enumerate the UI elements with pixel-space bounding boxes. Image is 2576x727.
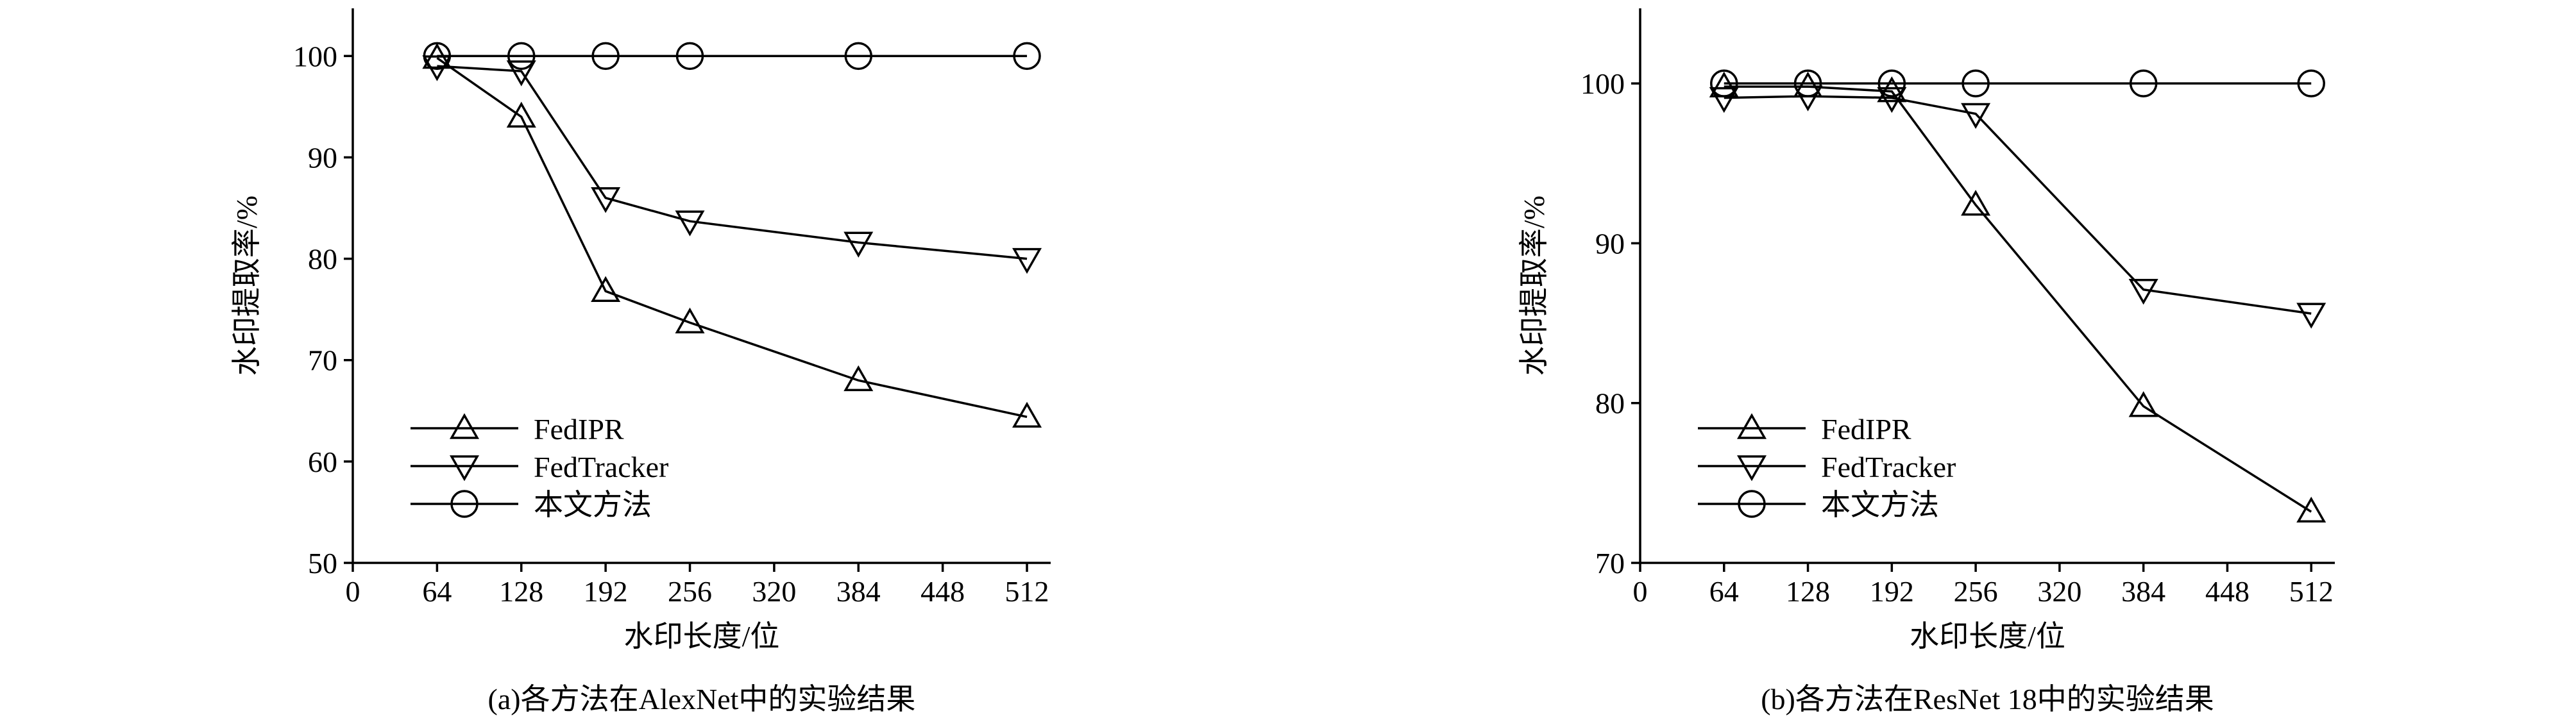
x-tick-label: 128 [1786, 575, 1830, 608]
marker-triangle-up [1877, 76, 1907, 103]
caption: (b)各方法在ResNet 18中的实验结果 [1761, 683, 2214, 715]
caption: (a)各方法在AlexNet中的实验结果 [488, 683, 916, 715]
marker-triangle-down [1736, 455, 1767, 481]
marker-triangle-up [1012, 401, 1042, 428]
marker-triangle-up [843, 365, 874, 392]
marker-triangle-down [506, 60, 536, 87]
marker-triangle-up [2296, 496, 2326, 522]
marker-triangle-down [591, 187, 621, 213]
x-tick-label: 320 [752, 575, 796, 608]
x-tick-label: 192 [1870, 575, 1914, 608]
series-line [437, 65, 1028, 260]
legend-label: FedIPR [1821, 413, 1911, 446]
legend-label: 本文方法 [534, 489, 652, 521]
x-axis-label: 水印长度/位 [1910, 620, 2065, 653]
marker-circle [1710, 69, 1738, 97]
marker-triangle-up [675, 307, 705, 333]
marker-circle [1962, 69, 1990, 97]
marker-triangle-down [1961, 103, 1991, 130]
x-tick-label: 64 [422, 575, 452, 608]
marker-triangle-up [1961, 190, 1991, 216]
marker-triangle-down [2296, 303, 2326, 329]
marker-circle [675, 42, 704, 71]
marker-circle [1013, 42, 1041, 71]
y-tick-label: 80 [1595, 387, 1625, 420]
legend-label: 本文方法 [1821, 489, 1939, 521]
y-tick-label: 100 [293, 40, 337, 72]
y-tick-label: 70 [1595, 547, 1625, 580]
marker-triangle-down [675, 210, 705, 237]
axes [1639, 8, 2335, 564]
x-tick-label: 0 [346, 575, 360, 608]
x-tick-label: 256 [668, 575, 712, 608]
x-tick-label: 192 [584, 575, 628, 608]
x-tick-label: 448 [920, 575, 965, 608]
series-line [1724, 95, 2312, 315]
marker-triangle-up [1736, 413, 1767, 439]
x-tick-label: 512 [1005, 575, 1049, 608]
x-tick-label: 448 [2205, 575, 2250, 608]
x-tick-label: 384 [836, 575, 881, 608]
y-tick-label: 60 [308, 446, 337, 478]
marker-triangle-up [449, 413, 480, 439]
marker-triangle-down [843, 231, 874, 258]
x-tick-label: 512 [2289, 575, 2334, 608]
marker-triangle-up [591, 276, 621, 302]
y-axis-label: 水印提取率/% [230, 196, 263, 376]
y-tick-label: 100 [1580, 67, 1625, 100]
series-line [436, 57, 1028, 418]
x-tick-label: 128 [499, 575, 543, 608]
x-tick-label: 320 [2037, 575, 2081, 608]
marker-circle [423, 42, 452, 71]
marker-circle [2297, 69, 2325, 97]
marker-triangle-down [449, 455, 480, 481]
x-tick-label: 256 [1954, 575, 1998, 608]
marker-triangle-down [1012, 247, 1042, 274]
marker-triangle-down [2128, 278, 2158, 305]
y-tick-label: 70 [308, 344, 337, 377]
x-tick-label: 64 [1709, 575, 1739, 608]
marker-circle [450, 490, 479, 518]
legend-label: FedIPR [534, 413, 624, 446]
marker-circle [591, 42, 620, 71]
marker-triangle-down [1877, 87, 1907, 113]
marker-triangle-up [506, 101, 536, 128]
series-line [1724, 85, 2312, 513]
y-tick-label: 90 [1595, 227, 1625, 260]
y-tick-label: 90 [308, 141, 337, 174]
marker-triangle-up [2128, 391, 2158, 417]
y-axis-label: 水印提取率/% [1518, 196, 1550, 376]
marker-circle [507, 42, 536, 71]
x-axis-label: 水印长度/位 [624, 620, 780, 653]
marker-circle [1738, 490, 1766, 518]
marker-triangle-down [1709, 87, 1739, 113]
legend-label: FedTracker [534, 451, 668, 483]
marker-circle [844, 42, 873, 71]
y-tick-label: 80 [308, 243, 337, 276]
x-tick-label: 0 [1633, 575, 1648, 608]
x-tick-label: 384 [2121, 575, 2165, 608]
y-tick-label: 50 [308, 547, 337, 580]
axes [352, 8, 1051, 564]
marker-triangle-down [1793, 85, 1823, 112]
marker-circle [2129, 69, 2158, 97]
legend-label: FedTracker [1821, 451, 1956, 483]
marker-circle [1793, 69, 1822, 97]
marker-circle [1877, 69, 1906, 97]
